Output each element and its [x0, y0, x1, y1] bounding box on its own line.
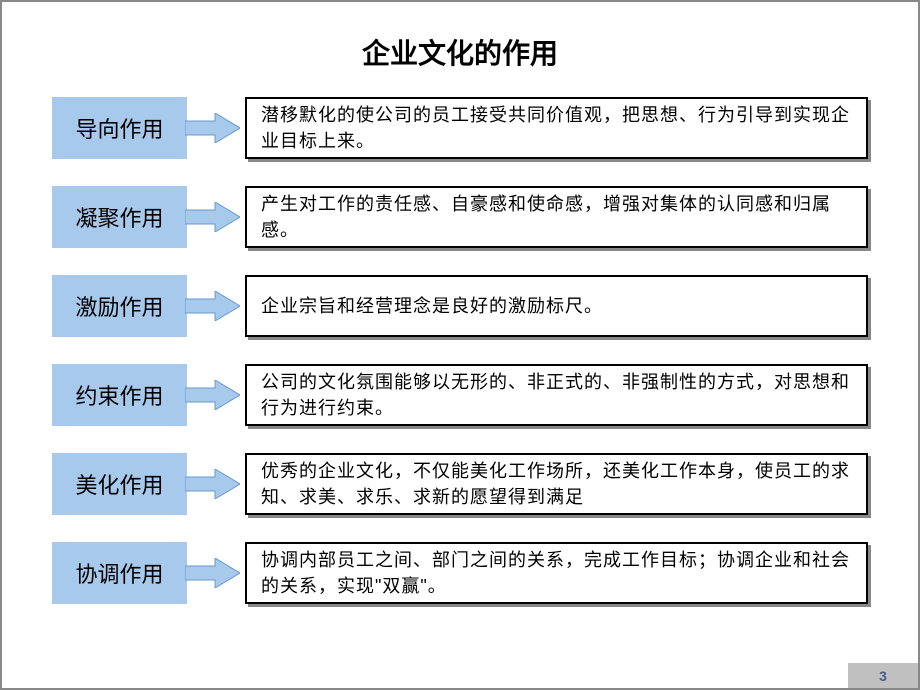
label-box-2: 激励作用 — [52, 275, 187, 337]
page-number: 3 — [848, 663, 918, 688]
arrow-shape — [185, 113, 240, 143]
label-box-5: 协调作用 — [52, 542, 187, 604]
arrow-right-icon — [185, 380, 240, 410]
content-rows: 导向作用 潜移默化的使公司的员工接受共同价值观，把思想、行为引导到实现企业目标上… — [52, 97, 868, 604]
desc-box-0: 潜移默化的使公司的员工接受共同价值观，把思想、行为引导到实现企业目标上来。 — [245, 97, 868, 159]
arrow-2 — [185, 275, 245, 337]
desc-box-1: 产生对工作的责任感、自豪感和使命感，增强对集体的认同感和归属感。 — [245, 186, 868, 248]
arrow-right-icon — [185, 558, 240, 588]
label-box-1: 凝聚作用 — [52, 186, 187, 248]
arrow-right-icon — [185, 202, 240, 232]
row-1: 凝聚作用 产生对工作的责任感、自豪感和使命感，增强对集体的认同感和归属感。 — [52, 186, 868, 248]
label-box-0: 导向作用 — [52, 97, 187, 159]
arrow-right-icon — [185, 469, 240, 499]
row-0: 导向作用 潜移默化的使公司的员工接受共同价值观，把思想、行为引导到实现企业目标上… — [52, 97, 868, 159]
slide-title: 企业文化的作用 — [52, 32, 868, 72]
row-5: 协调作用 协调内部员工之间、部门之间的关系，完成工作目标；协调企业和社会的关系，… — [52, 542, 868, 604]
label-box-3: 约束作用 — [52, 364, 187, 426]
arrow-right-icon — [185, 291, 240, 321]
row-4: 美化作用 优秀的企业文化，不仅能美化工作场所，还美化工作本身，使员工的求知、求美… — [52, 453, 868, 515]
arrow-shape — [185, 202, 240, 232]
label-box-4: 美化作用 — [52, 453, 187, 515]
arrow-0 — [185, 97, 245, 159]
arrow-1 — [185, 186, 245, 248]
desc-box-2: 企业宗旨和经营理念是良好的激励标尺。 — [245, 275, 868, 337]
arrow-shape — [185, 380, 240, 410]
arrow-shape — [185, 469, 240, 499]
desc-box-5: 协调内部员工之间、部门之间的关系，完成工作目标；协调企业和社会的关系，实现"双赢… — [245, 542, 868, 604]
arrow-5 — [185, 542, 245, 604]
slide: 企业文化的作用 导向作用 潜移默化的使公司的员工接受共同价值观，把思想、行为引导… — [0, 0, 920, 690]
row-3: 约束作用 公司的文化氛围能够以无形的、非正式的、非强制性的方式，对思想和行为进行… — [52, 364, 868, 426]
arrow-shape — [185, 291, 240, 321]
arrow-3 — [185, 364, 245, 426]
arrow-4 — [185, 453, 245, 515]
arrow-shape — [185, 558, 240, 588]
desc-box-3: 公司的文化氛围能够以无形的、非正式的、非强制性的方式，对思想和行为进行约束。 — [245, 364, 868, 426]
row-2: 激励作用 企业宗旨和经营理念是良好的激励标尺。 — [52, 275, 868, 337]
arrow-right-icon — [185, 113, 240, 143]
desc-box-4: 优秀的企业文化，不仅能美化工作场所，还美化工作本身，使员工的求知、求美、求乐、求… — [245, 453, 868, 515]
